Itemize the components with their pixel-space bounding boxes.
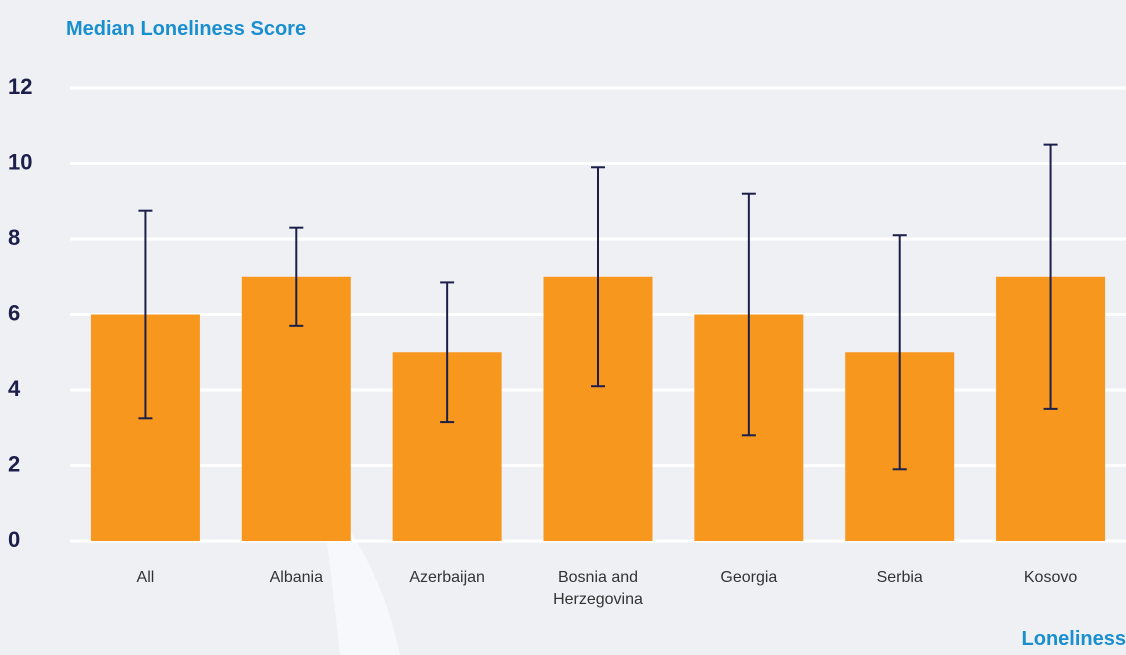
x-tick-label: Bosnia and Herzegovina: [553, 569, 643, 608]
x-tick-label: Azerbaijan: [409, 569, 485, 586]
y-tick-label: 4: [8, 376, 21, 401]
y-tick-label: 12: [8, 74, 32, 99]
y-tick-label: 6: [8, 300, 20, 325]
x-tick-label: Albania: [269, 569, 323, 586]
y-tick-label: 8: [8, 225, 20, 250]
footer: Loneliness: [1021, 628, 1126, 650]
x-tick-label: Georgia: [720, 569, 778, 586]
x-tick-label: Kosovo: [1023, 569, 1078, 586]
x-tick-label: All: [136, 569, 155, 586]
error-bar: [138, 209, 153, 420]
error-bar: [1043, 143, 1058, 410]
error-bar: [440, 281, 455, 424]
chart-title: Median Loneliness Score: [66, 18, 307, 40]
error-bar: [892, 234, 907, 471]
error-bar: [741, 192, 756, 437]
y-tick-label: 2: [8, 451, 20, 476]
error-bar: [289, 226, 304, 327]
y-tick-label: 0: [8, 527, 20, 552]
error-bar: [591, 166, 605, 388]
y-tick-label: 10: [8, 149, 32, 174]
x-tick-label: Serbia: [876, 569, 923, 586]
